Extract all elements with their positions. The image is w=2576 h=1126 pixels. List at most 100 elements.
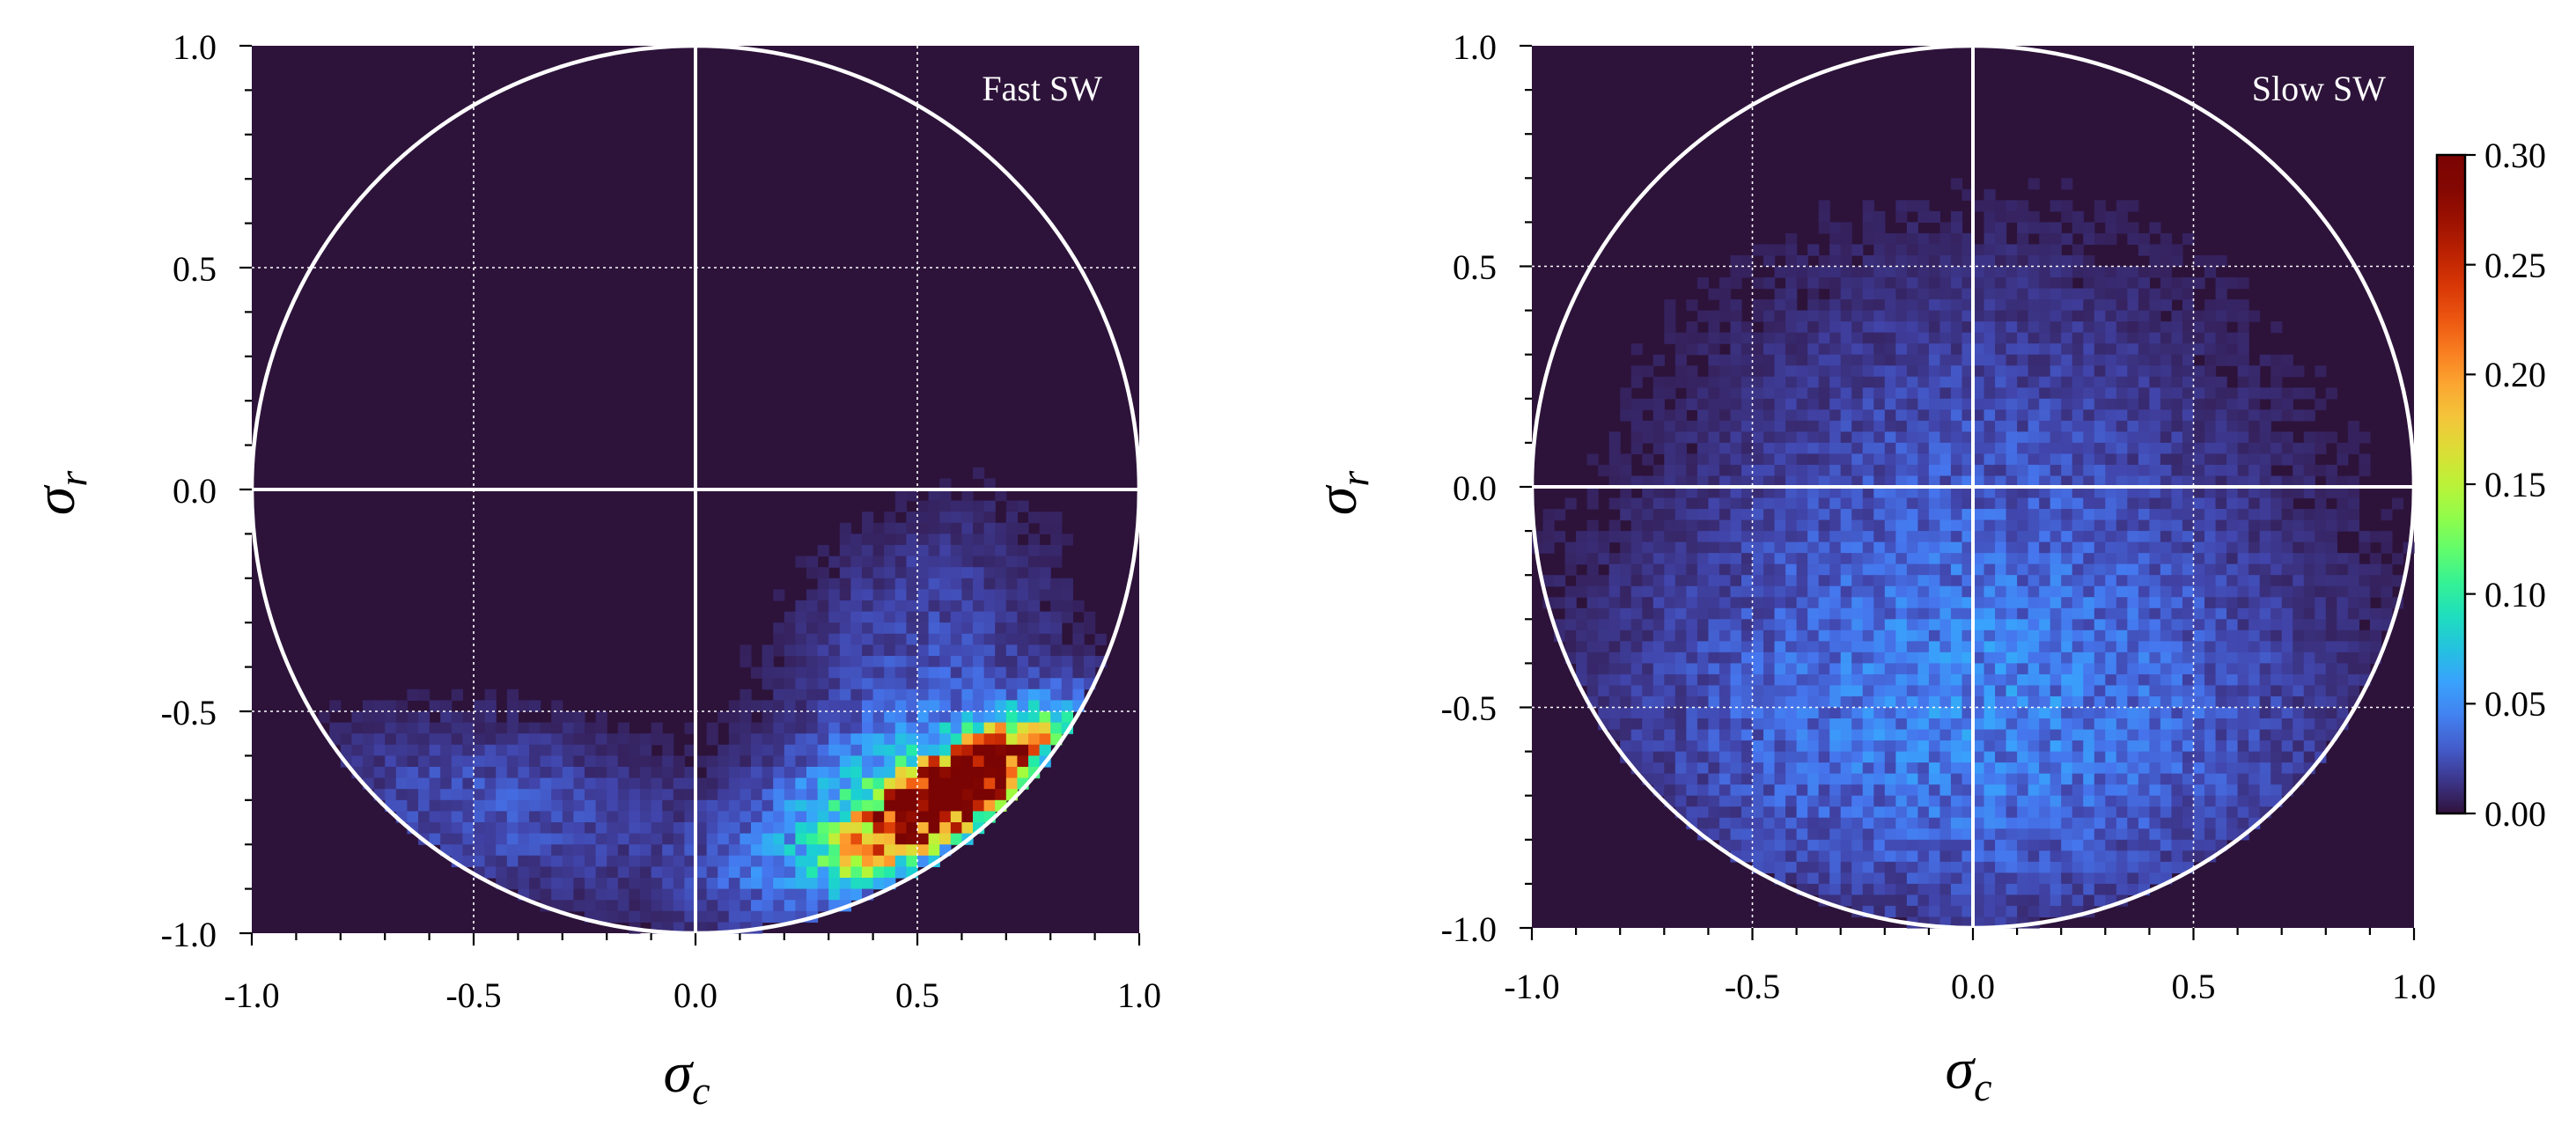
heatmap-cell	[1818, 266, 1830, 278]
heatmap-cell	[2061, 398, 2073, 410]
heatmap-cell	[806, 556, 819, 568]
heatmap-cell	[673, 888, 685, 901]
heatmap-cell	[2259, 597, 2271, 609]
heatmap-cell	[1928, 254, 1941, 268]
heatmap-cell	[1807, 784, 1820, 797]
heatmap-cell	[817, 811, 829, 823]
heatmap-cell	[1873, 277, 1886, 290]
heatmap-cell	[2050, 629, 2062, 642]
heatmap-cell	[2337, 629, 2349, 642]
heatmap-cell	[1807, 531, 1820, 543]
heatmap-cell	[2293, 718, 2305, 731]
heatmap-cell	[1028, 700, 1041, 712]
heatmap-cell	[607, 855, 619, 867]
heatmap-cell	[1950, 210, 1963, 224]
heatmap-cell	[2017, 509, 2029, 521]
heatmap-cell	[1895, 828, 1908, 841]
heatmap-cell	[1906, 597, 1918, 609]
heatmap-cell	[2337, 585, 2349, 598]
heatmap-cell	[1763, 321, 1776, 334]
heatmap-cell	[1005, 633, 1018, 645]
heatmap-cell	[1906, 740, 1918, 753]
heatmap-cell	[1608, 497, 1621, 510]
heatmap-cell	[2149, 673, 2161, 687]
heatmap-cell	[2138, 376, 2151, 388]
heatmap-cell	[2226, 409, 2239, 422]
heatmap-cell	[1752, 641, 1764, 653]
heatmap-cell	[2127, 751, 2139, 763]
heatmap-cell	[828, 722, 841, 734]
heatmap-cell	[2061, 200, 2073, 212]
heatmap-cell	[1984, 707, 1996, 719]
heatmap-cell	[1741, 365, 1754, 378]
heatmap-cell	[806, 744, 819, 756]
heatmap-cell	[1807, 685, 1820, 697]
heatmap-cell	[2050, 784, 2062, 797]
heatmap-cell	[1630, 420, 1643, 432]
heatmap-cell	[2017, 839, 2029, 851]
heatmap-cell	[1586, 619, 1599, 631]
heatmap-cell	[1917, 673, 1930, 687]
heatmap-cell	[906, 622, 918, 635]
heatmap-cell	[2017, 685, 2029, 697]
heatmap-cell	[1950, 619, 1963, 631]
heatmap-cell	[506, 833, 519, 845]
heatmap-cell	[950, 500, 962, 512]
heatmap-cell	[1785, 343, 1798, 356]
heatmap-cell	[1564, 553, 1577, 565]
heatmap-cell	[1708, 354, 1720, 366]
heatmap-cell	[1774, 332, 1786, 344]
heatmap-cell	[1995, 531, 2007, 543]
heatmap-cell	[2017, 365, 2029, 378]
heatmap-cell	[2105, 541, 2117, 554]
heatmap-cell	[1807, 707, 1820, 719]
heatmap-cell	[2017, 222, 2029, 234]
heatmap-cell	[1598, 597, 1610, 609]
heatmap-cell	[1995, 729, 2007, 741]
heatmap-cell	[906, 534, 918, 546]
heatmap-cell	[983, 722, 996, 734]
heatmap-cell	[2127, 784, 2139, 797]
heatmap-cell	[1862, 541, 1874, 554]
heatmap-cell	[961, 556, 974, 568]
heatmap-cell	[1818, 210, 1830, 224]
heatmap-cell	[2303, 718, 2315, 731]
heatmap-cell	[2160, 254, 2173, 268]
heatmap-cell	[1840, 663, 1852, 675]
heatmap-cell	[1730, 707, 1742, 719]
heatmap-cell	[1674, 398, 1687, 410]
heatmap-cell	[363, 711, 375, 724]
heatmap-cell	[1961, 828, 1974, 841]
heatmap-cell	[2259, 685, 2271, 697]
heatmap-cell	[1620, 629, 1632, 642]
heatmap-cell	[1807, 553, 1820, 565]
heatmap-cell	[1652, 519, 1665, 532]
heatmap-cell	[1984, 398, 1996, 410]
heatmap-cell	[1785, 519, 1798, 532]
heatmap-cell	[2127, 475, 2139, 488]
heatmap-cell	[1961, 607, 1974, 620]
heatmap-cell	[928, 656, 940, 668]
heatmap-cell	[795, 688, 807, 701]
heatmap-cell	[1873, 398, 1886, 410]
heatmap-cell	[2094, 806, 2106, 819]
heatmap-cell	[2193, 740, 2205, 753]
heatmap-cell	[961, 500, 974, 512]
heatmap-cell	[2215, 509, 2227, 521]
heatmap-cell	[1939, 629, 1952, 642]
heatmap-cell	[1719, 453, 1732, 466]
heatmap-cell	[1741, 409, 1754, 422]
heatmap-cell	[762, 722, 774, 734]
heatmap-cell	[2039, 409, 2051, 422]
heatmap-cell	[418, 789, 431, 801]
heatmap-cell	[2271, 376, 2283, 388]
heatmap-cell	[1652, 751, 1665, 763]
heatmap-cell	[2248, 685, 2261, 697]
heatmap-cell	[1061, 644, 1073, 657]
heatmap-cell	[1939, 585, 1952, 598]
heatmap-cell	[817, 666, 829, 679]
heatmap-cell	[2248, 453, 2261, 466]
heatmap-cell	[1939, 254, 1952, 268]
heatmap-cell	[917, 567, 930, 579]
heatmap-cell	[1873, 575, 1886, 587]
